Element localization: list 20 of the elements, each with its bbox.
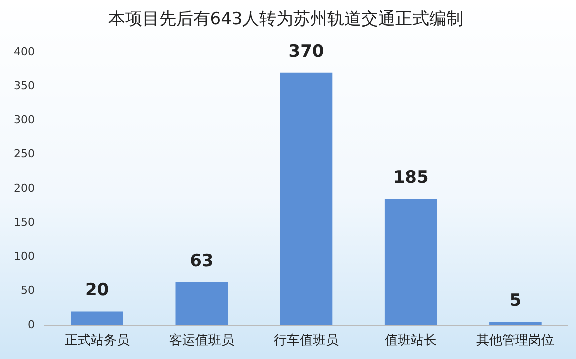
x-tick-label: 客运值班员 <box>169 332 234 349</box>
y-tick-label: 100 <box>14 250 35 264</box>
data-label: 63 <box>190 251 214 272</box>
data-label: 20 <box>85 280 110 301</box>
y-tick-label: 0 <box>28 318 35 332</box>
y-tick-label: 400 <box>14 45 35 58</box>
y-tick-label: 350 <box>14 79 35 92</box>
data-label: 5 <box>510 290 522 311</box>
data-label: 185 <box>393 168 429 188</box>
y-tick-label: 200 <box>14 182 35 195</box>
x-tick-label: 正式站务员 <box>64 334 130 349</box>
y-tick-label: 50 <box>20 284 35 298</box>
y-tick-label: 300 <box>14 114 35 127</box>
data-label: 370 <box>288 42 324 62</box>
y-tick-label: 250 <box>14 148 35 161</box>
x-tick-label: 其他管理岗位 <box>476 334 555 349</box>
x-tick-label: 行车值班员 <box>274 334 339 349</box>
chart-title: 本项目先后有643人转为苏州轨道交通正式编制 <box>108 10 464 30</box>
y-tick-label: 150 <box>14 216 35 229</box>
x-tick-label: 值班站长 <box>385 334 438 349</box>
